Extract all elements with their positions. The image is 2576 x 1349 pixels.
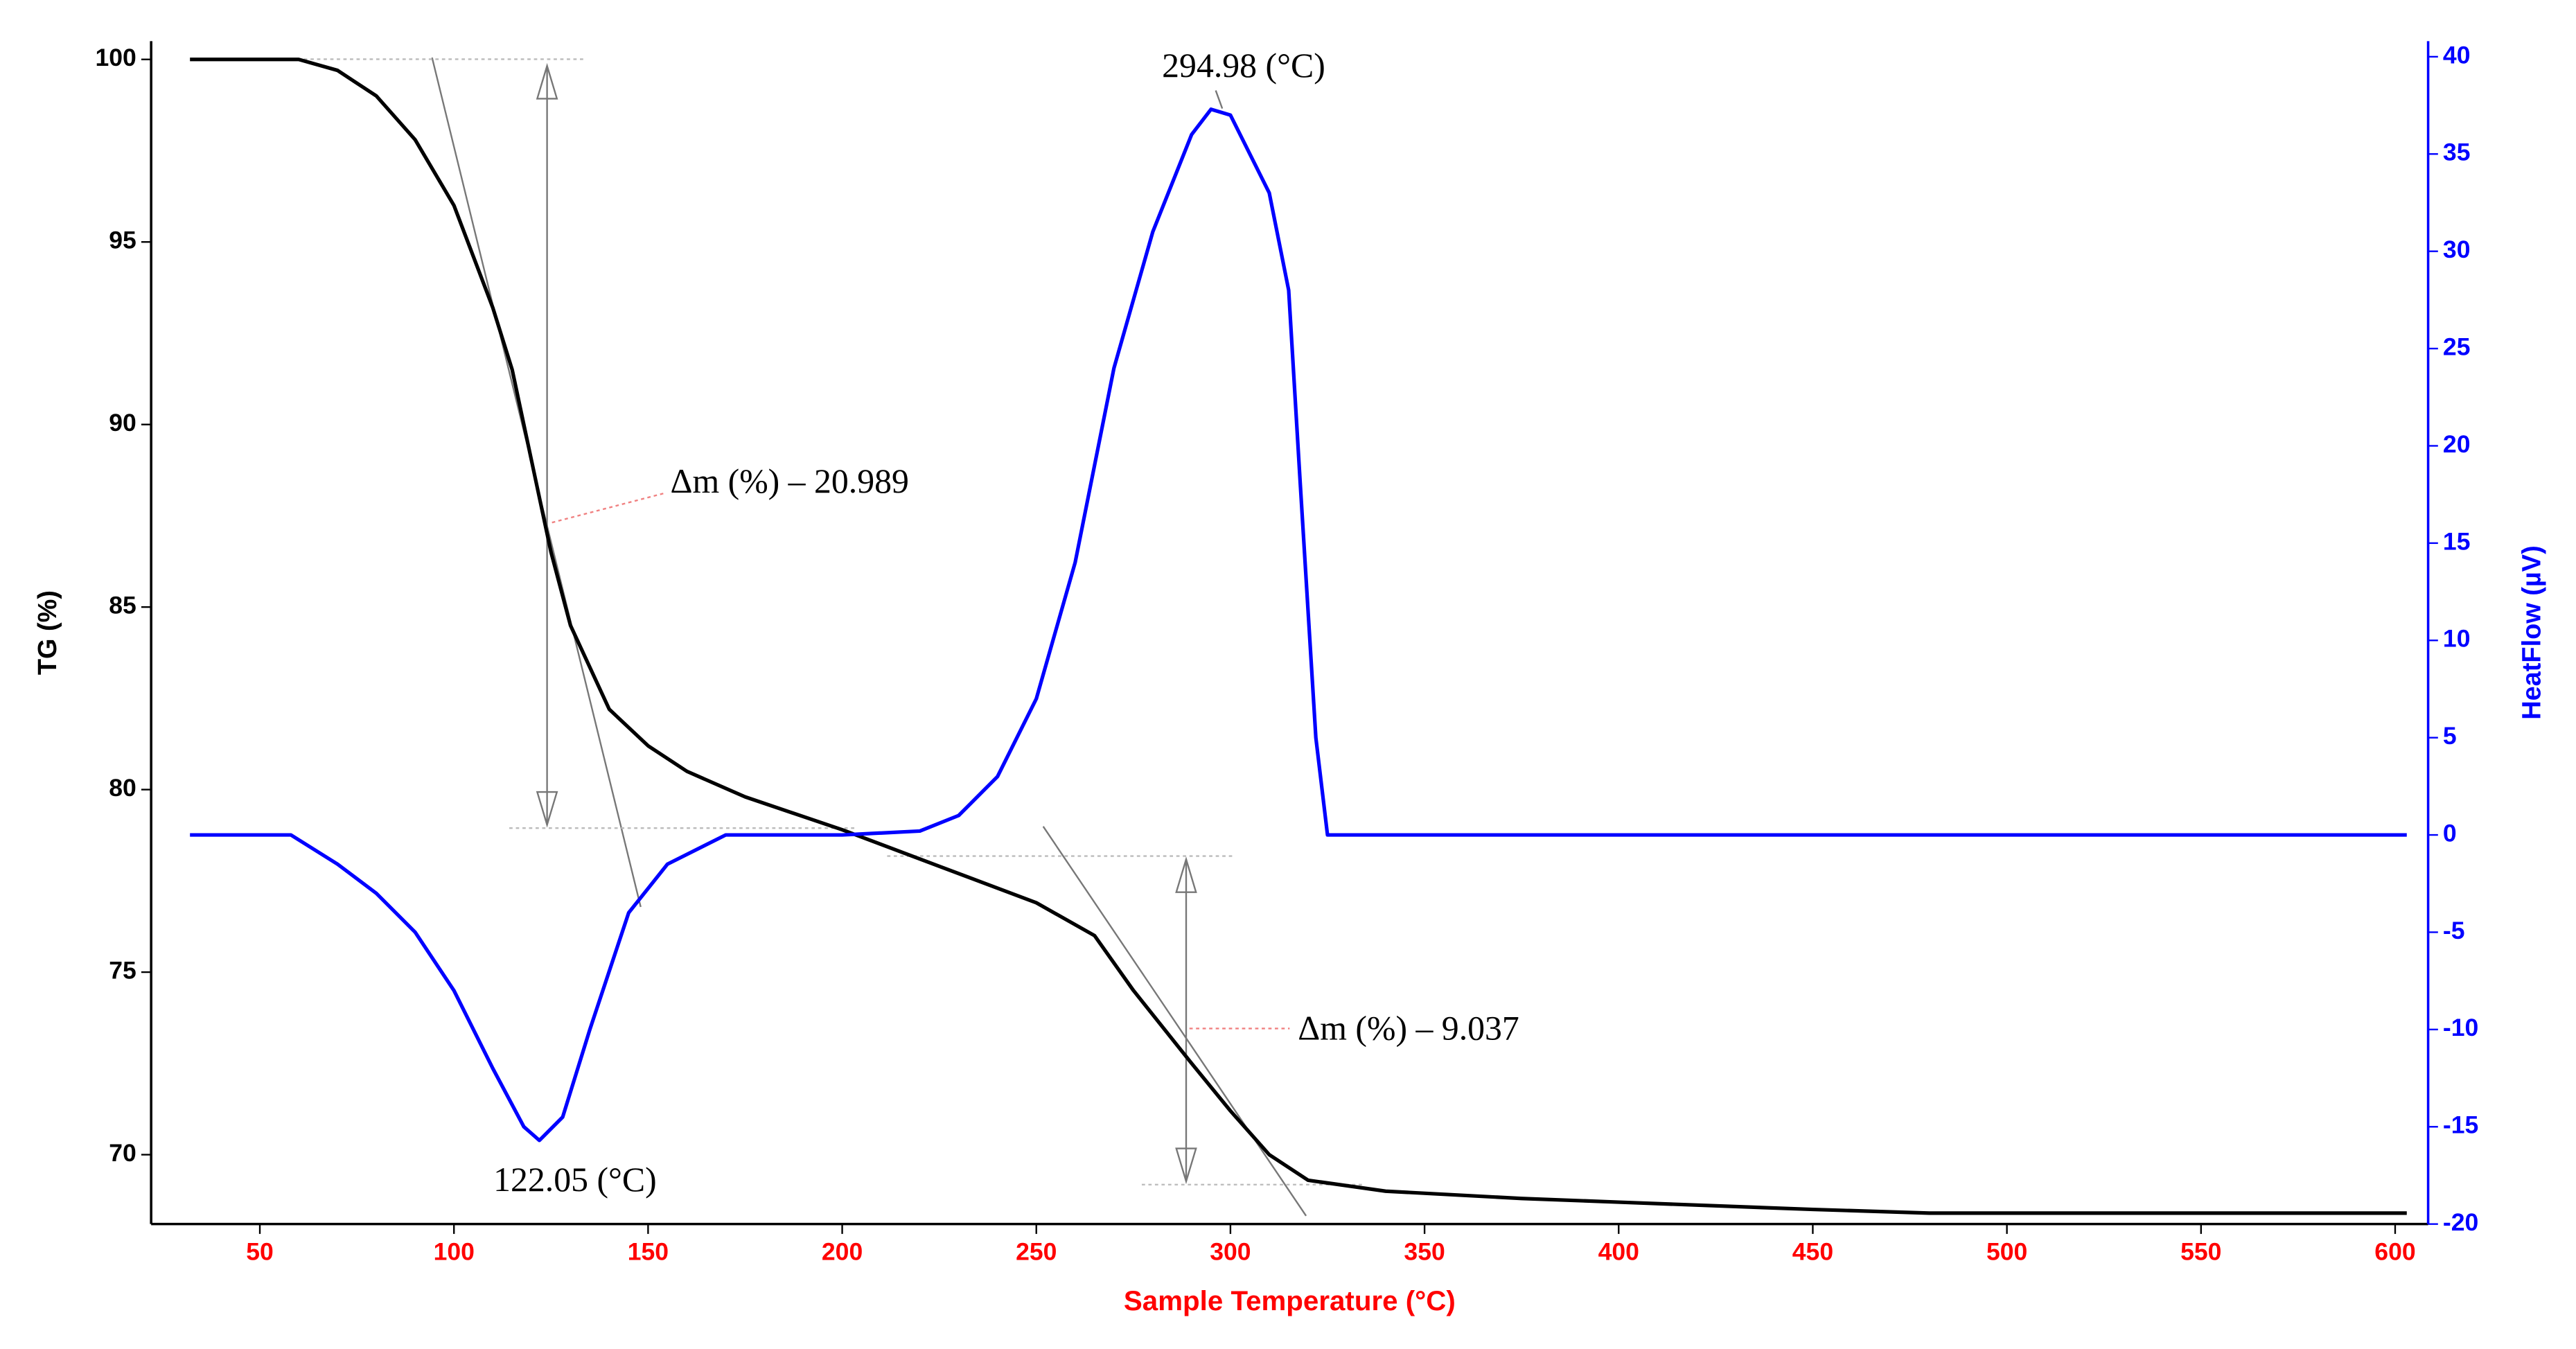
x-tick-label: 600 [2374,1238,2415,1266]
y2-axis-title: HeatFlow (µV) [2517,545,2546,720]
mass-loss-annotation: Δm (%) – 9.037 [1298,1009,1519,1048]
y2-tick-label: -15 [2443,1111,2478,1139]
y2-tick-label: -10 [2443,1014,2478,1041]
x-tick-label: 200 [822,1238,863,1266]
x-tick-label: 300 [1210,1238,1251,1266]
y2-tick-label: 15 [2443,527,2471,555]
mass-loss-annotation: Δm (%) – 20.989 [670,462,908,500]
x-tick-label: 450 [1792,1238,1833,1266]
x-tick-label: 100 [434,1238,475,1266]
data-line [190,58,2407,1215]
x-tick-label: 500 [1986,1238,2027,1266]
y-tick-label: 80 [109,774,136,802]
y2-tick-label: 0 [2443,819,2457,847]
leader-line [552,492,666,524]
x-tick-label: 150 [628,1238,669,1266]
x-tick-label: 50 [246,1238,274,1266]
y2-tick-label: 25 [2443,333,2471,360]
x-axis-title: Sample Temperature (°C) [1124,1285,1456,1316]
y-tick-label: 100 [95,44,136,71]
x-tick-label: 400 [1598,1238,1639,1266]
y2-tick-label: -5 [2443,917,2465,944]
x-tick-label: 350 [1404,1238,1445,1266]
arrow-heads [1175,856,1197,1185]
y2-tick-label: 30 [2443,236,2471,263]
y-tick-label: 90 [109,409,136,437]
y2-tick-label: 5 [2443,722,2457,750]
y-tick-label: 85 [109,592,136,619]
y2-tick-label: 40 [2443,41,2471,69]
peak-annotation: 122.05 (°C) [493,1161,657,1199]
y-axis-title: TG (%) [33,590,62,675]
y-tick-label: 95 [109,227,136,254]
y-tick-label: 70 [109,1139,136,1167]
y2-tick-label: 35 [2443,139,2471,166]
y2-tick-label: -20 [2443,1208,2478,1236]
leader-line [1215,90,1224,109]
y2-tick-label: 20 [2443,430,2471,458]
y2-tick-label: 10 [2443,625,2471,653]
x-tick-label: 550 [2180,1238,2221,1266]
x-tick-label: 250 [1016,1238,1057,1266]
y-tick-label: 75 [109,956,136,984]
data-line [190,107,2407,1143]
construction-lines [271,57,1364,1217]
peak-annotation: 294.98 (°C) [1162,46,1325,85]
tangent-line [1042,826,1307,1217]
arrow-heads [536,62,558,828]
